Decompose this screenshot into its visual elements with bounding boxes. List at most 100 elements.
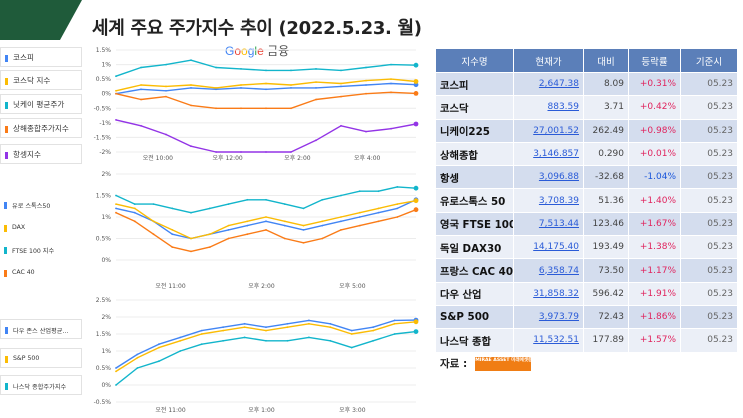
data-point	[350, 346, 353, 349]
data-point	[165, 89, 167, 92]
data-point	[222, 339, 225, 342]
data-point	[350, 333, 353, 335]
data-point	[227, 203, 230, 205]
cell-index-name: 영국 FTSE 100	[435, 211, 514, 237]
cell-change: 3.71	[583, 95, 629, 120]
cell-rate: -1.04%	[628, 165, 681, 190]
data-point	[115, 89, 117, 92]
legend-item-dax[interactable]: DAX	[0, 218, 82, 238]
cell-index-name: 상해종합	[435, 141, 514, 167]
data-point	[302, 224, 305, 227]
cell-current-link[interactable]: 14,175.40	[513, 235, 584, 260]
logo-letter: l	[254, 44, 258, 58]
legend-item-eurostoxx[interactable]: 유로 스톡스50	[0, 195, 82, 215]
series-line-1	[115, 321, 417, 372]
legend-item-hangseng[interactable]: 항셍지수	[0, 144, 82, 164]
data-point	[208, 233, 211, 236]
page-title: 세계 주요 주가지수 추이 (2022.5.23. 월)	[92, 18, 422, 39]
cell-current-link[interactable]: 3,973.79	[513, 304, 584, 330]
table-row: 영국 FTSE 100 7,513.44 123.46 +1.67% 05.23	[435, 211, 738, 237]
table-row: 독일 DAX30 14,175.40 193.49 +1.38% 05.23	[435, 235, 738, 260]
legend-item-sp500[interactable]: S&P 500	[0, 348, 82, 368]
cell-time: 05.23	[680, 141, 738, 167]
legend-item-nikkei[interactable]: 닛케이 평균주가	[0, 94, 82, 114]
cell-current-link[interactable]: 3,146.857	[513, 141, 584, 167]
data-point	[171, 229, 174, 231]
data-point	[377, 190, 380, 193]
data-point	[321, 237, 324, 240]
data-point	[340, 216, 342, 218]
cell-change: 177.89	[583, 328, 629, 353]
table-header-row: 지수명 현재가 대비 등락률 기준시	[435, 48, 738, 73]
data-point	[179, 350, 182, 352]
cell-rate: +1.67%	[628, 211, 681, 237]
y-tick-label: 2.5%	[96, 297, 112, 304]
logo-letter: e	[257, 44, 264, 58]
cell-current-link[interactable]: 7,513.44	[513, 211, 584, 237]
data-point	[208, 246, 211, 248]
data-point	[283, 203, 286, 205]
legend-item-kosdaq[interactable]: 코스닥 지수	[0, 70, 82, 90]
logo-letter: g	[247, 44, 255, 58]
cell-rate: +0.31%	[628, 71, 681, 97]
data-point	[302, 229, 305, 231]
cell-current-link[interactable]: 2,647.38	[513, 71, 584, 97]
data-point	[396, 216, 399, 218]
cell-index-name: S&P 500	[435, 304, 514, 330]
cell-index-name: 항셍	[435, 165, 514, 190]
data-point	[115, 384, 117, 386]
cell-index-name: 코스닥	[435, 95, 514, 120]
cell-current-link[interactable]: 3,708.39	[513, 188, 584, 213]
data-point	[240, 107, 242, 110]
data-point	[265, 107, 267, 110]
cell-time: 05.23	[680, 95, 738, 120]
data-point	[377, 211, 380, 214]
cell-time: 05.23	[680, 211, 738, 237]
data-point	[115, 367, 117, 369]
data-point	[265, 339, 267, 342]
logo-letter: G	[225, 44, 235, 58]
cell-current-link[interactable]: 11,532.51	[513, 328, 584, 353]
cell-current-link[interactable]: 883.59	[513, 95, 584, 120]
data-point	[390, 82, 392, 85]
y-tick-label: -0.5%	[94, 105, 112, 112]
header-index-name: 지수명	[435, 48, 514, 73]
legend-item-shanghai[interactable]: 상해종합주가지수	[0, 118, 82, 138]
data-point	[377, 220, 380, 223]
data-point	[190, 59, 192, 62]
legend-item-cac[interactable]: CAC 40	[0, 263, 82, 283]
cell-current-link[interactable]: 27,001.52	[513, 118, 584, 143]
cell-index-name: 다우 산업	[435, 281, 514, 306]
legend-swatch	[5, 102, 8, 109]
data-point	[390, 91, 392, 94]
source-cell: 자료 : MIRAE ASSET 미래에셋증권	[435, 351, 738, 375]
cell-rate: +0.01%	[628, 141, 681, 167]
legend-swatch	[5, 78, 8, 85]
data-point	[136, 353, 139, 356]
cell-current-link[interactable]: 31,858.32	[513, 281, 584, 306]
data-point	[115, 75, 117, 78]
google-finance-logo: Google 금융	[225, 42, 289, 59]
data-point	[246, 233, 249, 236]
data-point	[396, 207, 399, 210]
x-tick-label: 오전 11:00	[155, 406, 185, 414]
legend-item-ftse[interactable]: FTSE 100 지수	[0, 240, 82, 260]
cell-change: 123.46	[583, 211, 629, 237]
cell-index-name: 니케이225	[435, 118, 514, 143]
logo-letter: o	[234, 44, 242, 58]
data-point	[227, 237, 230, 240]
data-point	[265, 329, 267, 332]
cell-current-link[interactable]: 3,096.88	[513, 165, 584, 190]
cell-rate: +0.42%	[628, 95, 681, 120]
data-point	[190, 145, 192, 148]
data-point	[133, 220, 136, 223]
data-point	[136, 367, 139, 369]
legend-item-dow[interactable]: 다우 존스 산업평균...	[0, 319, 82, 339]
cell-current-link[interactable]: 6,358.74	[513, 258, 584, 283]
us-index-chart: 2.5% 2% 1.5% 1% 0.5% 0% -0.5% 오전 11:00 오후 1:00 오후…	[94, 297, 419, 414]
data-point	[396, 186, 399, 188]
data-point	[246, 220, 249, 223]
legend-item-kospi[interactable]: 코스피	[0, 47, 82, 67]
data-point	[140, 66, 142, 69]
legend-item-nasdaq[interactable]: 나스닥 종합주가지수	[0, 375, 82, 395]
